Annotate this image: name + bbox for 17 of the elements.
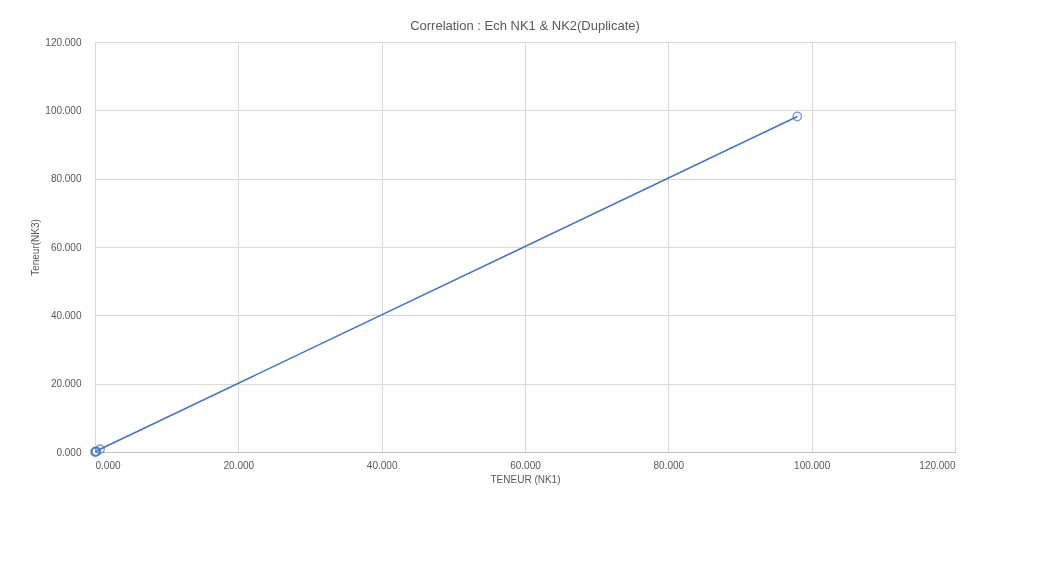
- y-tick-label: 120.000: [45, 36, 82, 48]
- x-tick-label: 100.000: [794, 459, 831, 471]
- y-tick-label: 20.000: [50, 378, 82, 390]
- chart-title: Correlation : Ech NK1 & NK2(Duplicate): [410, 18, 640, 33]
- y-tick-label: 100.000: [45, 104, 82, 116]
- x-tick-label: 20.000: [223, 459, 255, 471]
- x-tick-label: 120.000: [919, 459, 956, 471]
- y-tick-label: 40.000: [50, 309, 82, 321]
- y-tick-label: 0.000: [56, 446, 82, 458]
- y-tick-label: 80.000: [50, 173, 82, 185]
- x-tick-label: 40.000: [366, 459, 398, 471]
- y-tick-label: 60.000: [50, 241, 82, 253]
- y-axis-title: Teneur(NK3): [30, 219, 42, 276]
- x-tick-label: 60.000: [510, 459, 542, 471]
- x-axis-title: TENEUR (NK1): [490, 473, 561, 485]
- x-tick-label: 0.000: [95, 459, 121, 471]
- x-tick-label: 80.000: [653, 459, 685, 471]
